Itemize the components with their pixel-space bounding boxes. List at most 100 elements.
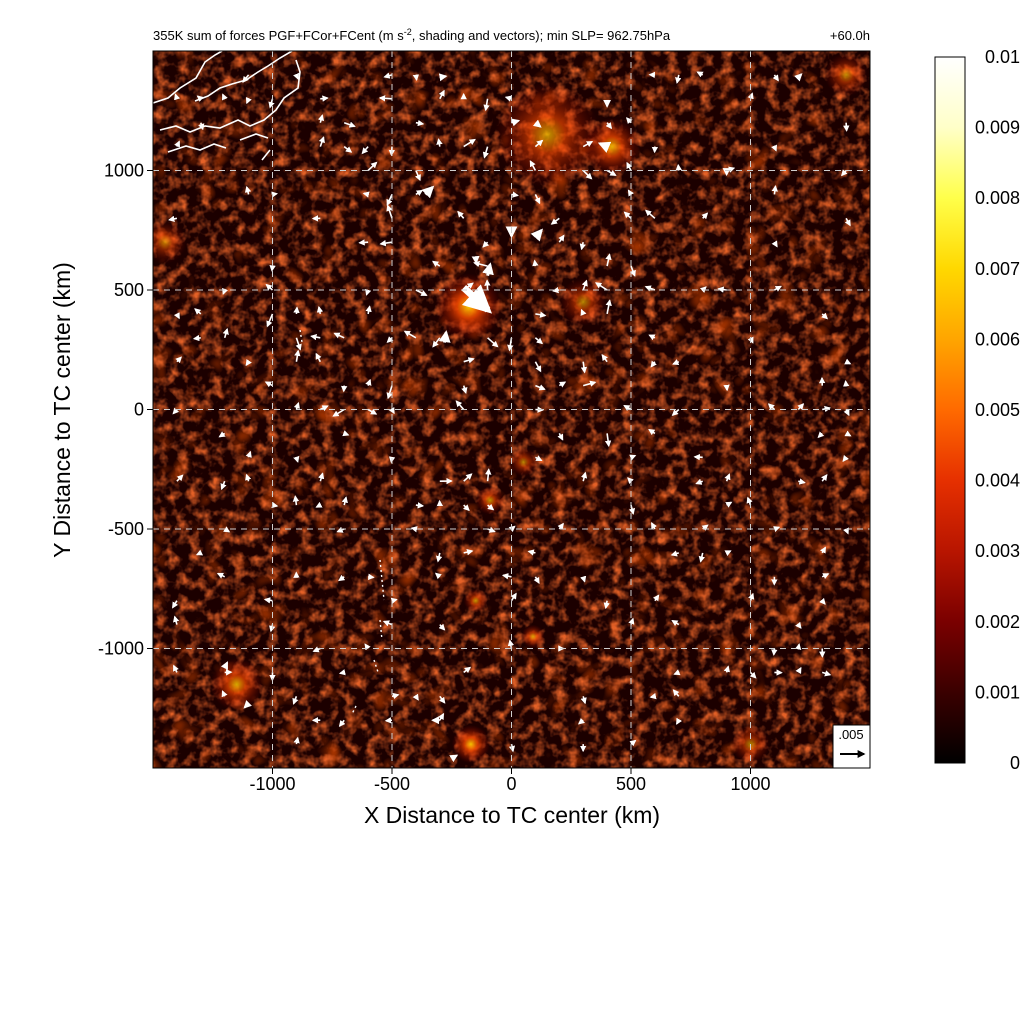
vector-arrow: [795, 666, 802, 675]
colorbar-tick-label: 0: [1010, 753, 1020, 773]
colorbar-tick-label: 0.001: [975, 682, 1020, 702]
vector-arrow: [292, 495, 300, 506]
colorbar: [934, 56, 966, 764]
vector-arrow: [195, 549, 204, 556]
vector-arrow: [533, 576, 540, 584]
vector-arrow: [843, 122, 850, 132]
vector-arrow: [382, 620, 393, 627]
vector-arrow: [221, 690, 228, 698]
vector-arrow: [457, 210, 465, 219]
vector-arrow: [390, 597, 398, 604]
vector-arrow: [795, 621, 802, 629]
vector-arrow: [386, 204, 393, 219]
vector-arrow: [364, 643, 371, 651]
vector-arrow: [482, 146, 489, 159]
vector-arrow: [463, 549, 474, 556]
vector-arrow: [695, 478, 703, 485]
vector-arrow: [245, 359, 252, 367]
vector-arrow: [175, 356, 182, 364]
vector-arrow: [844, 358, 852, 365]
vector-arrow: [701, 212, 709, 220]
hotspot: [583, 117, 641, 176]
hotspot: [435, 273, 502, 341]
colorbar-tick-label: 0.007: [975, 259, 1020, 279]
vector-arrow: [198, 122, 205, 131]
vector-arrow: [527, 549, 536, 556]
vector-arrow: [673, 669, 681, 676]
vector-arrow: [293, 306, 300, 314]
vector-arrow: [294, 349, 301, 362]
vector-arrow: [623, 211, 632, 219]
vector-arrow: [449, 754, 459, 763]
colorbar-tick-label: 0.006: [975, 329, 1020, 349]
x-tick-label: 500: [616, 774, 646, 794]
vector-arrow: [605, 122, 613, 130]
vector-arrow: [580, 471, 588, 482]
vector-arrow: [580, 575, 587, 583]
vector-arrow: [220, 661, 229, 671]
hotspot-layer: [153, 53, 868, 764]
vector-arrow: [627, 189, 634, 197]
vector-arrow: [264, 381, 273, 388]
vector-arrow: [415, 119, 425, 127]
vector-arrow: [650, 522, 657, 530]
vector-arrow: [605, 253, 612, 267]
vector-arrow: [244, 185, 252, 195]
vector-arrow: [798, 478, 806, 485]
vector-arrow: [358, 239, 369, 246]
vector-arrow: [318, 136, 325, 147]
hotspot: [210, 658, 263, 711]
vector-arrow: [840, 169, 848, 177]
vector-arrow: [461, 284, 493, 314]
x-tick-label: -500: [374, 774, 410, 794]
vector-arrow: [463, 473, 473, 482]
vector-arrow: [844, 430, 852, 437]
vector-arrow: [557, 433, 564, 441]
vector-arrow: [463, 138, 476, 148]
vector-arrow: [773, 526, 781, 533]
x-tick-label: -1000: [249, 774, 295, 794]
vector-arrow: [535, 311, 547, 318]
colorbar-ticks: 0 0.001 0.002 0.003 0.004 0.005 0.006 0.007 0.00…: [975, 47, 1020, 773]
vector-arrow: [629, 454, 637, 461]
vector-arrow: [821, 670, 832, 677]
vector-arrow: [455, 400, 465, 411]
vector-arrow: [482, 262, 494, 276]
vector-arrow: [579, 242, 586, 251]
vector-arrow: [218, 431, 226, 438]
vector-arrow: [436, 138, 443, 147]
vector-arrow: [794, 643, 802, 651]
vector-arrow: [558, 381, 567, 388]
vector-arrow: [594, 282, 608, 291]
vector-arrow: [343, 121, 356, 128]
vector-arrow: [245, 450, 252, 458]
vector-arrow: [629, 739, 637, 747]
vector-arrow: [482, 240, 490, 248]
vector-arrow: [293, 455, 300, 463]
hotspot: [509, 447, 538, 477]
background-vectors: [168, 71, 852, 753]
vector-arrow: [843, 527, 849, 535]
vector-arrow: [365, 288, 372, 296]
vector-arrow: [557, 522, 564, 530]
vector-arrow: [243, 700, 252, 709]
vector-arrow: [580, 696, 587, 705]
vector-arrow: [535, 455, 543, 462]
vector-arrow: [415, 170, 421, 182]
vector-arrow: [581, 279, 588, 291]
vector-arrow: [580, 308, 587, 316]
vector-arrow: [793, 73, 803, 82]
vector-arrow: [316, 305, 324, 315]
vector-arrow: [626, 161, 633, 171]
vector-arrow: [510, 592, 517, 602]
vector-arrow: [176, 474, 184, 482]
vector-arrow: [629, 265, 636, 277]
vector-arrow: [511, 191, 519, 198]
vector-arrow: [367, 408, 378, 415]
vector-arrow: [386, 385, 393, 400]
vector-arrow: [534, 361, 542, 373]
vector-arrow: [173, 312, 180, 320]
vector-arrow: [222, 327, 229, 339]
vector-arrow: [242, 74, 250, 83]
